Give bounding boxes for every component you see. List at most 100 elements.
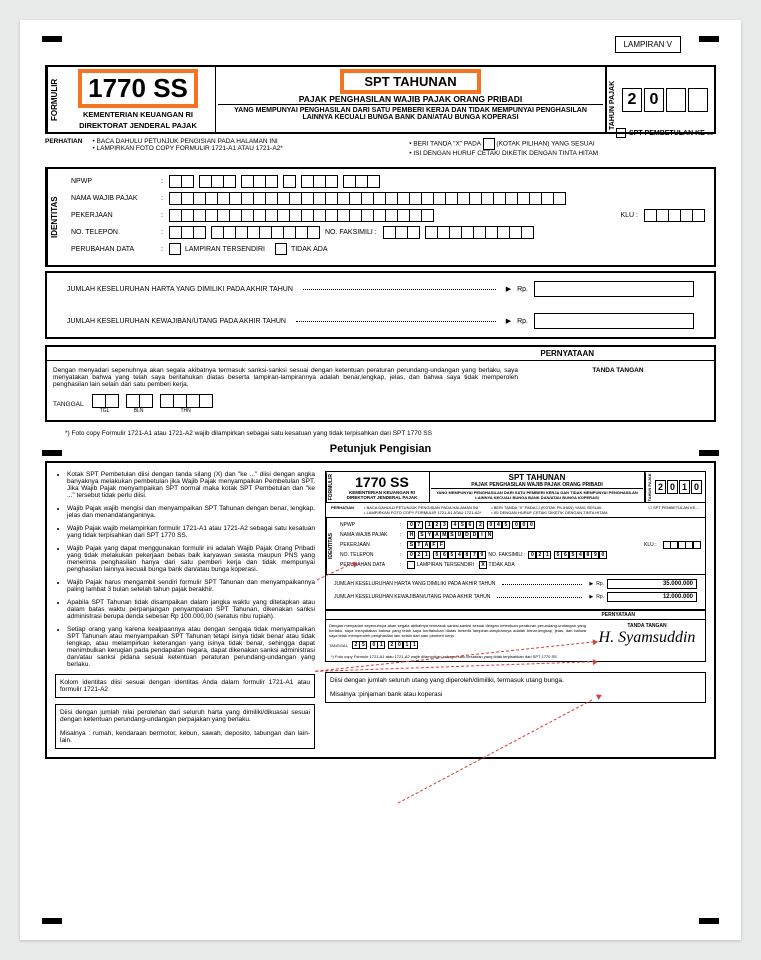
lampiran-badge: LAMPIRAN V <box>615 36 681 53</box>
lampiran-checkbox[interactable] <box>169 243 181 255</box>
npwp-label: NPWP <box>71 178 161 185</box>
tanggal-label: TANGGAL <box>53 401 84 408</box>
note-2a: Diisi dengan jumlah nilai perolehan dari… <box>60 709 310 723</box>
tanda-tangan-area[interactable]: TANDA TANGAN <box>528 367 708 414</box>
faks-cells[interactable] <box>383 226 533 239</box>
telepon-label: NO. TELEPON <box>71 229 161 236</box>
pembetulan-label: SPT PEMBETULAN KE-... <box>629 130 713 137</box>
spt-subtitle: PAJAK PENGHASILAN WAJIB PAJAK ORANG PRIB… <box>218 94 603 104</box>
perhatian-item: BACA DAHULU PETUNJUK PENGISIAN PADA HALA… <box>97 138 278 145</box>
mini-year-boxes: 2 0 1 0 <box>653 472 705 502</box>
example-signature: H. Syamsuddin <box>592 629 702 647</box>
year-boxes: 2 0 <box>618 67 714 132</box>
harta-value-2[interactable] <box>534 313 694 329</box>
pernyataan-content: Dengan menyadari sepenuhnya akan segala … <box>53 367 518 388</box>
title-column: SPT TAHUNAN PAJAK PENGHASILAN WAJIB PAJA… <box>216 67 606 132</box>
bln-label: BLN <box>126 408 152 414</box>
tahun-pajak-label: TAHUN PAJAK <box>606 67 618 132</box>
spt-title-highlight: SPT TAHUNAN <box>340 69 480 94</box>
mini-perhatian: PERHATIAN • BACA DAHULU PETUNJUK PENGISI… <box>326 503 705 518</box>
perhatian-item: LAMPIRKAN FOTO COPY FORMULIR 1721-A1 ATA… <box>97 145 283 152</box>
rp-label: Rp. <box>517 318 528 325</box>
pernyataan-header: PERNYATAAN <box>47 347 714 361</box>
mini-harta: JUMLAH KESELURUHAN HARTA YANG DIMILIKI P… <box>326 575 705 610</box>
note-box-3: Diisi dengan jumlah seluruh utang yang d… <box>325 672 706 703</box>
form-header: FORMULIR 1770 SS KEMENTERIAN KEUANGAN RI… <box>45 65 716 134</box>
perhatian-col-1: • BACA DAHULU PETUNJUK PENGISIAN PADA HA… <box>92 138 399 152</box>
mini-year-digit: 0 <box>667 480 678 494</box>
corner-marker <box>699 450 719 456</box>
mini-year-digit: 1 <box>679 480 690 494</box>
spt-pembetulan: SPT PEMBETULAN KE-... <box>616 128 713 138</box>
spt-title: SPT TAHUNAN <box>364 74 456 89</box>
example-checkbox <box>483 138 495 150</box>
perhatian-col-2: • BERI TANDA "X" PADA (KOTAK PILIHAN) YA… <box>409 138 716 157</box>
mini-header: FORMULIR 1770 SS KEMENTERIAN KEUANGAN RI… <box>326 472 705 503</box>
klu-cells[interactable] <box>644 209 704 222</box>
spt-description: YANG MEMPUNYAI PENGHASILAN DARI SATU PEM… <box>218 104 603 123</box>
mini-year-digit: 2 <box>655 480 666 494</box>
tidak-ada-checkbox[interactable] <box>275 243 287 255</box>
form-page: LAMPIRAN V FORMULIR 1770 SS KEMENTERIAN … <box>20 20 741 940</box>
mini-form-number: 1770 SS <box>337 474 427 490</box>
harta-value-1[interactable] <box>534 281 694 297</box>
mini-footnote: *) Foto copy Formulir 1721-A1 atau 1721-… <box>326 652 705 661</box>
mini-form-number-col: 1770 SS KEMENTERIAN KEUANGAN RI DIREKTOR… <box>335 472 430 502</box>
note-box-1: Kolom identitas diisi sesuai dengan iden… <box>55 674 315 698</box>
nama-cells[interactable] <box>169 192 565 205</box>
ministry-2: DIREKTORAT JENDERAL PAJAK <box>65 121 211 130</box>
example-form: FORMULIR 1770 SS KEMENTERIAN KEUANGAN RI… <box>325 471 706 662</box>
note-box-2: Diisi dengan jumlah nilai perolehan dari… <box>55 704 315 749</box>
form-number-column: 1770 SS KEMENTERIAN KEUANGAN RI DIREKTOR… <box>61 67 216 132</box>
year-digit[interactable] <box>688 88 708 112</box>
example-harta-1: 35.000.000 <box>607 579 697 589</box>
identitas-fields: NPWP: NAMA WAJIB PAJAK: PEKERJAAN:KLU : … <box>61 169 714 265</box>
mini-spt-desc: YANG MEMPUNYAI PENGHASILAN DARI SATU PEM… <box>431 488 643 501</box>
petunjuk-right: FORMULIR 1770 SS KEMENTERIAN KEUANGAN RI… <box>325 471 706 749</box>
pekerjaan-label: PEKERJAAN <box>71 212 161 219</box>
perhatian-item: ISI DENGAN HURUF CETAK/ DIKETIK DENGAN T… <box>413 150 598 157</box>
note-2b: Misalnya : rumah, kendaraan bermotor, ke… <box>60 730 310 744</box>
identitas-section: IDENTITAS NPWP: NAMA WAJIB PAJAK: PEKERJ… <box>45 167 716 267</box>
mini-spt-title: SPT TAHUNAN <box>431 473 643 482</box>
note-3b: Misalnya :pinjaman bank atau koperasi <box>330 691 442 698</box>
petunjuk-title: Petunjuk Pengisian <box>45 443 716 455</box>
note-3a: Diisi dengan jumlah seluruh utang yang d… <box>330 677 564 684</box>
perubahan-label: PERUBAHAN DATA <box>71 246 161 253</box>
perhatian-item: BERI TANDA "X" PADA <box>413 141 480 148</box>
mini-ministry-2: DIREKTORAT JENDERAL PAJAK <box>337 495 427 500</box>
footnote: *) Foto copy Formulir 1721-A1 atau 1721-… <box>65 430 716 437</box>
tanggal-row: TANGGAL TGL BLN THN <box>53 394 518 414</box>
tidak-ada-label: TIDAK ADA <box>291 246 328 253</box>
mini-id-label: IDENTITAS <box>326 518 335 574</box>
klu-label: KLU : <box>620 212 638 219</box>
year-digit[interactable]: 0 <box>644 88 664 112</box>
mini-pernyataan: PERNYATAAN Dengan menyadari sepenuhnya a… <box>326 610 705 652</box>
pekerjaan-cells[interactable] <box>169 209 433 222</box>
telepon-cells[interactable] <box>169 226 319 239</box>
mini-id-fields: NPWP:071234562045000 NAMA WAJIB PAJAK:HS… <box>335 518 705 574</box>
harta-row-1: JUMLAH KESELURUHAN HARTA YANG DIMILIKI P… <box>47 273 714 305</box>
formulir-label: FORMULIR <box>47 67 61 132</box>
rp-label: Rp. <box>517 286 528 293</box>
npwp-cells[interactable] <box>169 175 379 188</box>
harta-section: JUMLAH KESELURUHAN HARTA YANG DIMILIKI P… <box>45 271 716 339</box>
perhatian-item: (KOTAK PILIHAN) YANG SESUAI <box>496 141 594 148</box>
harta-label-1: JUMLAH KESELURUHAN HARTA YANG DIMILIKI P… <box>67 286 293 293</box>
year-column: TAHUN PAJAK 2 0 <box>606 67 714 132</box>
mini-tahun-label: TAHUN PAJAK <box>645 472 653 502</box>
petunjuk-list: Kotak SPT Pembetulan diisi dengan tanda … <box>55 471 315 668</box>
form-number-highlight: 1770 SS <box>78 69 198 108</box>
pembetulan-checkbox[interactable] <box>616 128 626 138</box>
pernyataan-body: Dengan menyadari sepenuhnya akan segala … <box>47 361 714 420</box>
mini-year-digit: 0 <box>691 480 702 494</box>
perhatian-label: PERHATIAN <box>45 138 82 145</box>
form-number: 1770 SS <box>88 73 188 103</box>
year-digit[interactable] <box>666 88 686 112</box>
year-digit[interactable]: 2 <box>622 88 642 112</box>
corner-marker <box>42 36 62 42</box>
petunjuk-left: Kotak SPT Pembetulan diisi dengan tanda … <box>55 471 315 749</box>
lampiran-tersendiri-label: LAMPIRAN TERSENDIRI <box>185 246 265 253</box>
corner-marker <box>699 36 719 42</box>
nama-label: NAMA WAJIB PAJAK <box>71 195 161 202</box>
